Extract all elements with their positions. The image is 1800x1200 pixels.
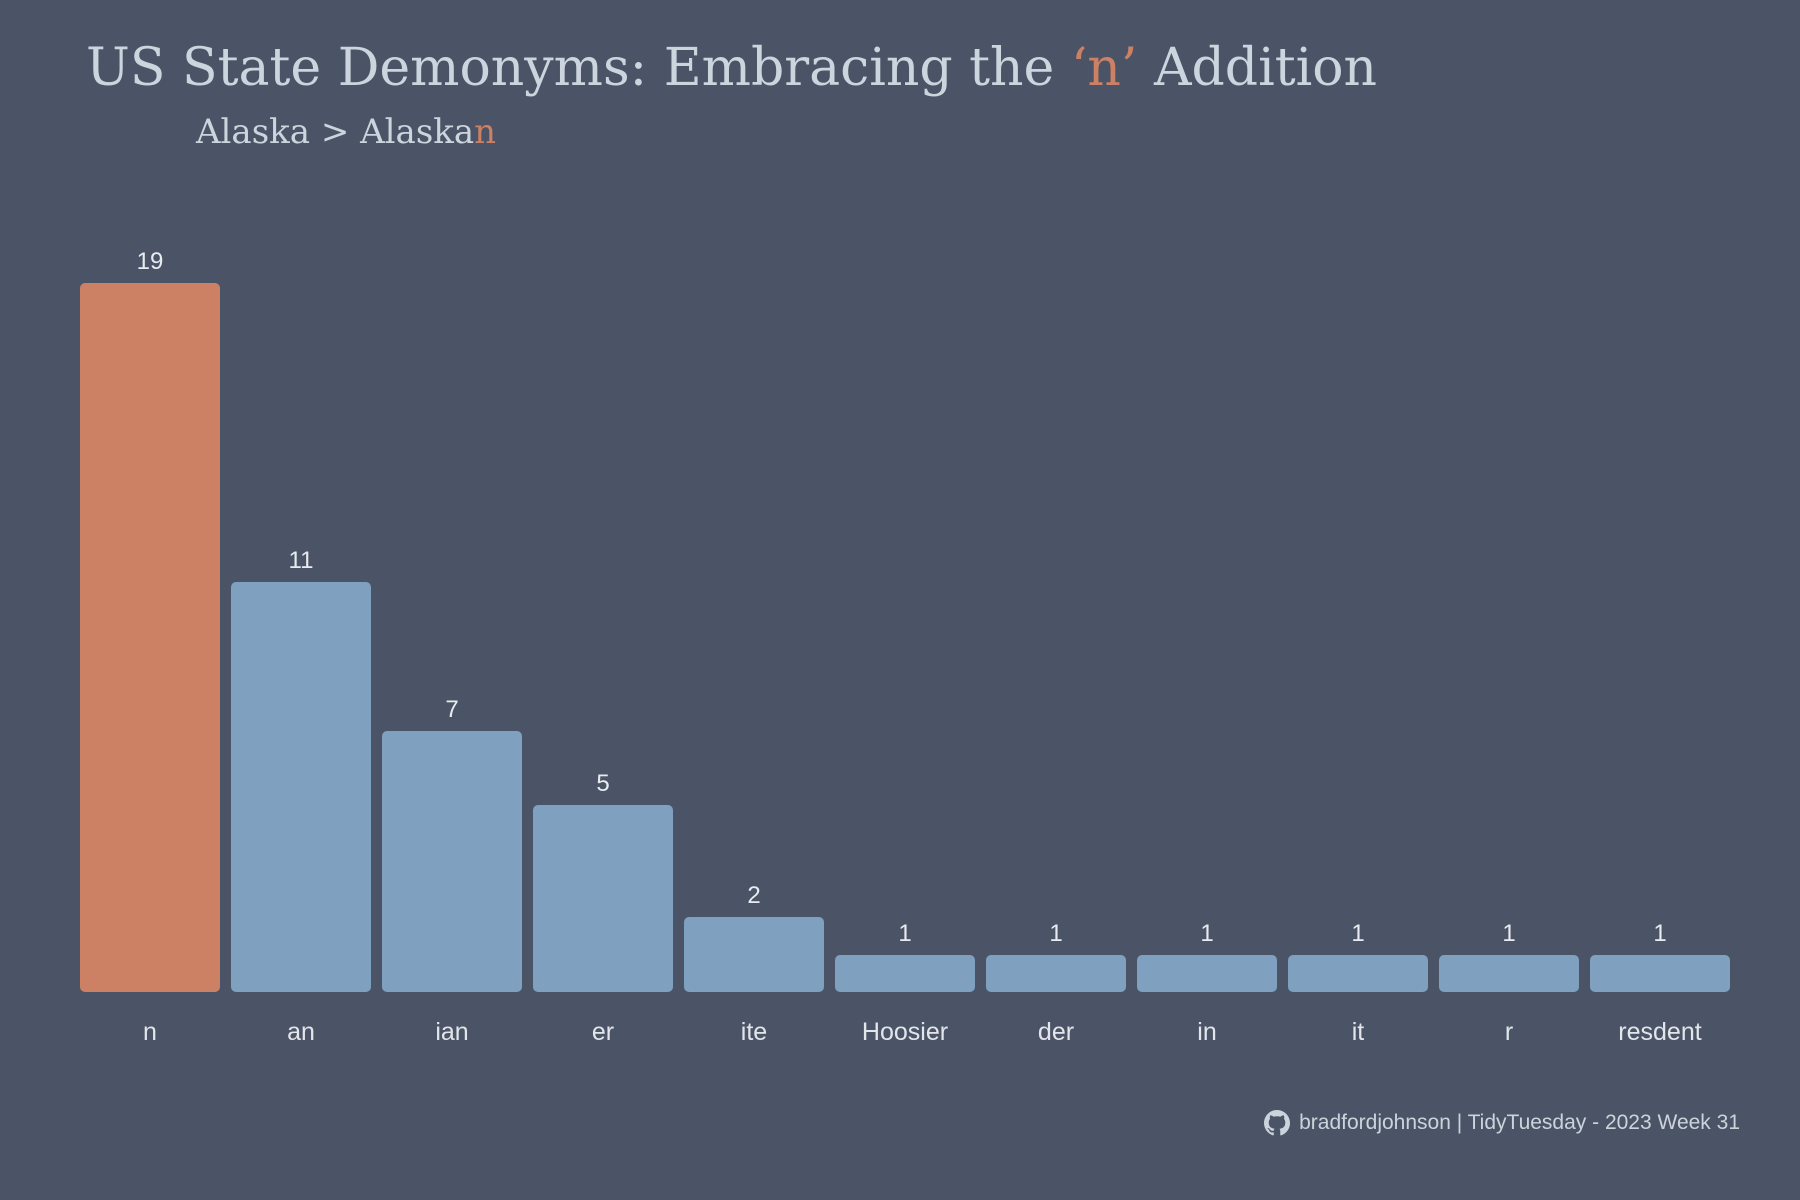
bar-column-it: 1 (1288, 920, 1428, 992)
bar-value-label-resdent: 1 (1653, 920, 1667, 947)
bar-resdent (1590, 955, 1730, 992)
bar-value-label-n: 19 (136, 248, 164, 275)
bar-column-n: 19 (80, 248, 220, 992)
bar-column-der: 1 (986, 920, 1126, 992)
footer-text: bradfordjohnson | TidyTuesday - 2023 Wee… (1299, 1111, 1740, 1134)
title-prefix: US State Demonyms: Embracing the (86, 38, 1071, 98)
x-axis-label-resdent: resdent (1618, 1018, 1702, 1046)
x-axis-label-ite: ite (740, 1018, 768, 1046)
footer-caption: bradfordjohnson | TidyTuesday - 2023 Wee… (1264, 1110, 1740, 1136)
title-suffix: Addition (1137, 38, 1378, 98)
bar-ite (684, 917, 824, 992)
bar-column-an: 11 (231, 547, 371, 992)
bar-ian (382, 731, 522, 992)
bar-it (1288, 955, 1428, 992)
bar-column-ian: 7 (382, 696, 522, 992)
x-axis-label-an: an (287, 1018, 315, 1046)
bar-Hoosier (835, 955, 975, 992)
bar-in (1137, 955, 1277, 992)
bar-chart-area: 19 11 7 5 2 1 1 1 1 1 1 (80, 0, 1730, 992)
bar-n (80, 283, 220, 992)
title-highlight-n: ‘n’ (1070, 38, 1138, 98)
x-axis-label-Hoosier: Hoosier (861, 1018, 949, 1046)
bar-value-label-der: 1 (1049, 920, 1063, 947)
subtitle-prefix: Alaska > Alaska (196, 112, 475, 152)
bar-column-Hoosier: 1 (835, 920, 975, 992)
bar-r (1439, 955, 1579, 992)
bar-value-label-Hoosier: 1 (898, 920, 912, 947)
bar-value-label-r: 1 (1502, 920, 1516, 947)
bar-er (533, 805, 673, 992)
bar-value-label-ite: 2 (747, 882, 761, 909)
bar-value-label-ian: 7 (445, 696, 459, 723)
x-axis-label-it: it (1351, 1018, 1365, 1046)
bar-value-label-an: 11 (288, 547, 314, 574)
x-axis-labels: n an ian er ite Hoosier der in it r resdent (80, 1018, 1730, 1047)
bar-an (231, 582, 371, 992)
x-axis-label-in: in (1197, 1018, 1217, 1046)
x-axis-label-n: n (143, 1018, 157, 1046)
github-icon (1264, 1110, 1291, 1136)
x-axis-label-der: der (1037, 1018, 1075, 1046)
page-title: US State Demonyms: Embracing the ‘n’ Add… (86, 38, 1377, 98)
bar-value-label-er: 5 (596, 770, 610, 797)
bar-column-resdent: 1 (1590, 920, 1730, 992)
chart-subtitle: Alaska > Alaskan (196, 112, 496, 152)
bar-column-ite: 2 (684, 882, 824, 992)
bar-column-er: 5 (533, 770, 673, 992)
bar-der (986, 955, 1126, 992)
bar-column-in: 1 (1137, 920, 1277, 992)
bar-value-label-it: 1 (1351, 920, 1365, 947)
x-axis-label-ian: ian (435, 1018, 469, 1046)
x-axis-label-r: r (1504, 1018, 1514, 1046)
bar-value-label-in: 1 (1200, 920, 1214, 947)
x-axis-label-er: er (591, 1018, 615, 1046)
subtitle-highlight-n: n (474, 112, 497, 152)
bar-column-r: 1 (1439, 920, 1579, 992)
